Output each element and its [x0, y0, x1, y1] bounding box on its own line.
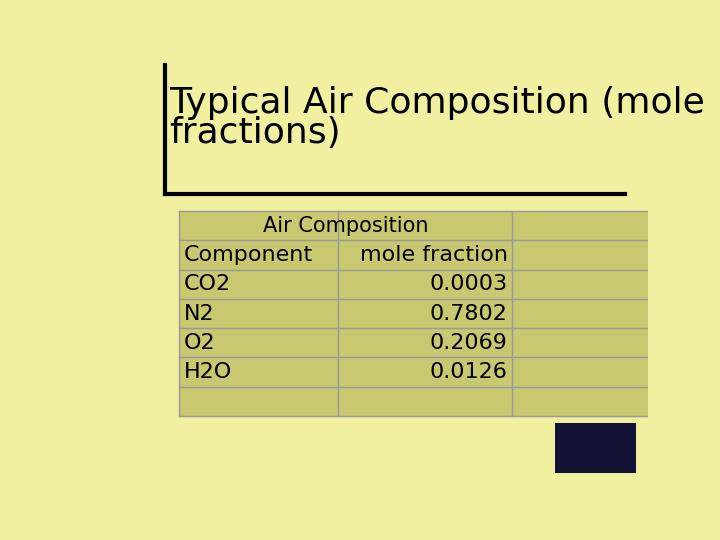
- Bar: [555, 423, 636, 473]
- Text: 0.0003: 0.0003: [430, 274, 508, 294]
- Text: 0.2069: 0.2069: [430, 333, 508, 353]
- Text: CO2: CO2: [184, 274, 231, 294]
- Bar: [179, 211, 656, 416]
- Text: Component: Component: [184, 245, 313, 265]
- Text: mole fraction: mole fraction: [360, 245, 508, 265]
- Text: N2: N2: [184, 303, 215, 323]
- Text: O2: O2: [184, 333, 215, 353]
- Text: 0.7802: 0.7802: [430, 303, 508, 323]
- Text: H2O: H2O: [184, 362, 232, 382]
- Text: Typical Air Composition (mole: Typical Air Composition (mole: [169, 86, 705, 120]
- Text: 0.0126: 0.0126: [430, 362, 508, 382]
- Text: fractions): fractions): [169, 116, 341, 150]
- Text: Air Composition: Air Composition: [263, 215, 428, 236]
